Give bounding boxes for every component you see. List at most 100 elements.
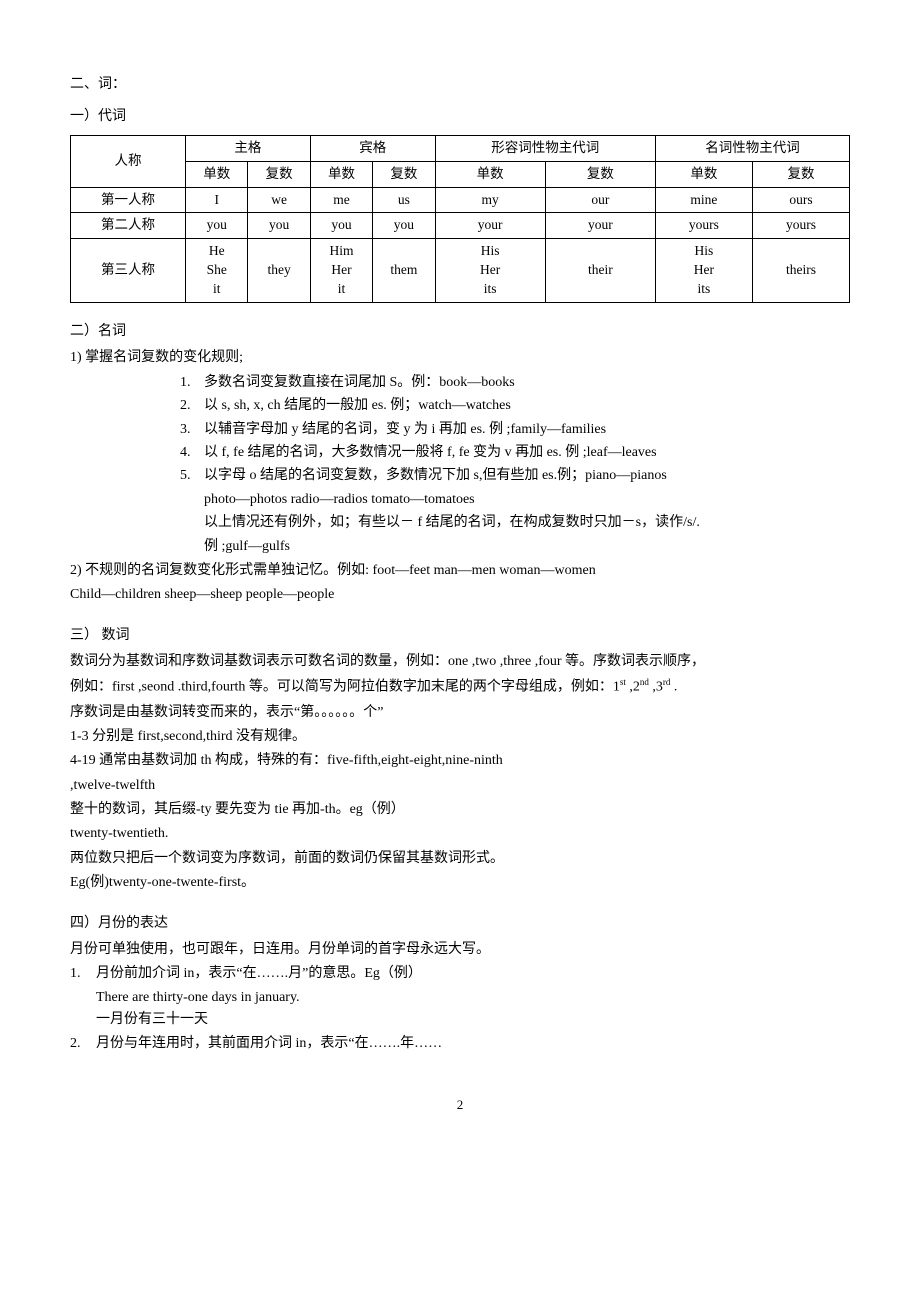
- cell: ours: [752, 187, 849, 213]
- cell: His Her its: [655, 239, 752, 303]
- th-pl: 复数: [373, 161, 435, 187]
- cell: yours: [752, 213, 849, 239]
- cell: His Her its: [435, 239, 545, 303]
- rule-item: 例 ;gulf—gulfs: [180, 536, 850, 558]
- rule-text: 以上情况还有例外，如；有些以－ f 结尾的名词，在构成复数时只加－s，读作/s/…: [204, 512, 850, 534]
- rule-number: [180, 489, 204, 511]
- month-intro: 月份可单独使用，也可跟年，日连用。月份单词的首字母永远大写。: [70, 939, 850, 961]
- table-row: 第一人称 I we me us my our mine ours: [71, 187, 850, 213]
- rule-item: 4. 以 f, fe 结尾的名词，大多数情况一般将 f, fe 变为 v 再加 …: [180, 442, 850, 464]
- noun-line-2: 2) 不规则的名词复数变化形式需单独记忆。例如: foot—feet man—m…: [70, 560, 850, 582]
- cell: your: [545, 213, 655, 239]
- th-pl: 复数: [248, 161, 310, 187]
- rule-number: 2.: [180, 395, 204, 417]
- th-noun-poss: 名词性物主代词: [655, 135, 849, 161]
- rule-item: 以上情况还有例外，如；有些以－ f 结尾的名词，在构成复数时只加－s，读作/s/…: [180, 512, 850, 534]
- cell: us: [373, 187, 435, 213]
- cell: they: [248, 239, 310, 303]
- month-sub-line: 一月份有三十一天: [70, 1009, 850, 1031]
- cell-person: 第二人称: [71, 213, 186, 239]
- item-text: 月份与年连用时，其前面用介词 in，表示“在…….年……: [96, 1033, 850, 1055]
- numeral-line: 序数词是由基数词转变而来的，表示“第。。。。。。个”: [70, 702, 850, 724]
- th-sg: 单数: [435, 161, 545, 187]
- cell: mine: [655, 187, 752, 213]
- cell: our: [545, 187, 655, 213]
- subsection-2-heading: 二）名词: [70, 321, 850, 343]
- numeral-line: 1-3 分别是 first,second,third 没有规律。: [70, 726, 850, 748]
- noun-rules: 1. 多数名词变复数直接在词尾加 S。例：book—books 2. 以 s, …: [70, 372, 850, 558]
- cell: I: [186, 187, 248, 213]
- text: 例如：first ,seond .third,fourth 等。可以简写为阿拉伯…: [70, 680, 620, 695]
- cell: He She it: [186, 239, 248, 303]
- section-2-heading: 二、词：: [70, 74, 850, 96]
- cell: theirs: [752, 239, 849, 303]
- cell: yours: [655, 213, 752, 239]
- cell-person: 第一人称: [71, 187, 186, 213]
- rule-text: 以字母 o 结尾的名词变复数，多数情况下加 s,但有些加 es.例；piano—…: [204, 465, 850, 487]
- rule-item: 2. 以 s, sh, x, ch 结尾的一般加 es. 例；watch—wat…: [180, 395, 850, 417]
- numeral-line: ,twelve-twelfth: [70, 775, 850, 797]
- th-pl: 复数: [752, 161, 849, 187]
- cell: my: [435, 187, 545, 213]
- th-subject: 主格: [186, 135, 311, 161]
- table-row: 第二人称 you you you you your your yours you…: [71, 213, 850, 239]
- numeral-line: 4-19 通常由基数词加 th 构成，特殊的有：five-fifth,eight…: [70, 750, 850, 772]
- subsection-4-heading: 四）月份的表达: [70, 913, 850, 935]
- th-sg: 单数: [186, 161, 248, 187]
- numeral-line: 两位数只把后一个数词变为序数词，前面的数词仍保留其基数词形式。: [70, 848, 850, 870]
- table-row: 人称 主格 宾格 形容词性物主代词 名词性物主代词: [71, 135, 850, 161]
- th-adj-poss: 形容词性物主代词: [435, 135, 655, 161]
- cell: your: [435, 213, 545, 239]
- rule-text: 以辅音字母加 y 结尾的名词，变 y 为 i 再加 es. 例 ;family—…: [204, 419, 850, 441]
- item-text: 月份前加介词 in，表示“在…….月”的意思。Eg（例）: [96, 963, 850, 985]
- rule-item: 3. 以辅音字母加 y 结尾的名词，变 y 为 i 再加 es. 例 ;fami…: [180, 419, 850, 441]
- subsection-3-heading: 三） 数词: [70, 625, 850, 647]
- rule-number: 4.: [180, 442, 204, 464]
- rule-number: [180, 512, 204, 534]
- ordinal-suffix: nd: [640, 677, 649, 687]
- month-list: 1. 月份前加介词 in，表示“在…….月”的意思。Eg（例） There ar…: [70, 963, 850, 1055]
- rule-text: photo—photos radio—radios tomato—tomatoe…: [204, 489, 850, 511]
- rule-number: 1.: [180, 372, 204, 394]
- th-sg: 单数: [655, 161, 752, 187]
- cell: you: [186, 213, 248, 239]
- numeral-line: 数词分为基数词和序数词基数词表示可数名词的数量，例如：one ,two ,thr…: [70, 651, 850, 673]
- cell: them: [373, 239, 435, 303]
- th-sg: 单数: [310, 161, 372, 187]
- numeral-line: twenty-twentieth.: [70, 823, 850, 845]
- item-number: 2.: [70, 1033, 96, 1055]
- numeral-line: Eg(例)twenty-one-twente-first。: [70, 872, 850, 894]
- text: ,3: [649, 680, 663, 695]
- th-object: 宾格: [310, 135, 435, 161]
- month-item: 2. 月份与年连用时，其前面用介词 in，表示“在…….年……: [70, 1033, 850, 1055]
- rule-item: photo—photos radio—radios tomato—tomatoe…: [180, 489, 850, 511]
- item-number: 1.: [70, 963, 96, 985]
- cell: we: [248, 187, 310, 213]
- cell-person: 第三人称: [71, 239, 186, 303]
- noun-line-3: Child—children sheep—sheep people—people: [70, 584, 850, 606]
- cell: you: [248, 213, 310, 239]
- cell: Him Her it: [310, 239, 372, 303]
- rule-text: 以 s, sh, x, ch 结尾的一般加 es. 例；watch—watche…: [204, 395, 850, 417]
- cell: you: [373, 213, 435, 239]
- cell: me: [310, 187, 372, 213]
- page-number: 2: [70, 1095, 850, 1116]
- text: ,2: [626, 680, 640, 695]
- rule-item: 1. 多数名词变复数直接在词尾加 S。例：book—books: [180, 372, 850, 394]
- table-row: 单数 复数 单数 复数 单数 复数 单数 复数: [71, 161, 850, 187]
- table-row: 第三人称 He She it they Him Her it them His …: [71, 239, 850, 303]
- rule-item: 5. 以字母 o 结尾的名词变复数，多数情况下加 s,但有些加 es.例；pia…: [180, 465, 850, 487]
- month-item: 1. 月份前加介词 in，表示“在…….月”的意思。Eg（例）: [70, 963, 850, 985]
- th-person: 人称: [71, 135, 186, 187]
- month-sub-line: There are thirty-one days in january.: [70, 987, 850, 1009]
- cell: their: [545, 239, 655, 303]
- rule-text: 多数名词变复数直接在词尾加 S。例：book—books: [204, 372, 850, 394]
- rule-text: 例 ;gulf—gulfs: [204, 536, 850, 558]
- pronoun-table: 人称 主格 宾格 形容词性物主代词 名词性物主代词 单数 复数 单数 复数 单数…: [70, 135, 850, 303]
- rule-number: [180, 536, 204, 558]
- rule-text: 以 f, fe 结尾的名词，大多数情况一般将 f, fe 变为 v 再加 es.…: [204, 442, 850, 464]
- rule-number: 5.: [180, 465, 204, 487]
- noun-line-1: 1) 掌握名词复数的变化规则;: [70, 347, 850, 369]
- numeral-line: 例如：first ,seond .third,fourth 等。可以简写为阿拉伯…: [70, 675, 850, 699]
- subsection-1-heading: 一）代词: [70, 106, 850, 128]
